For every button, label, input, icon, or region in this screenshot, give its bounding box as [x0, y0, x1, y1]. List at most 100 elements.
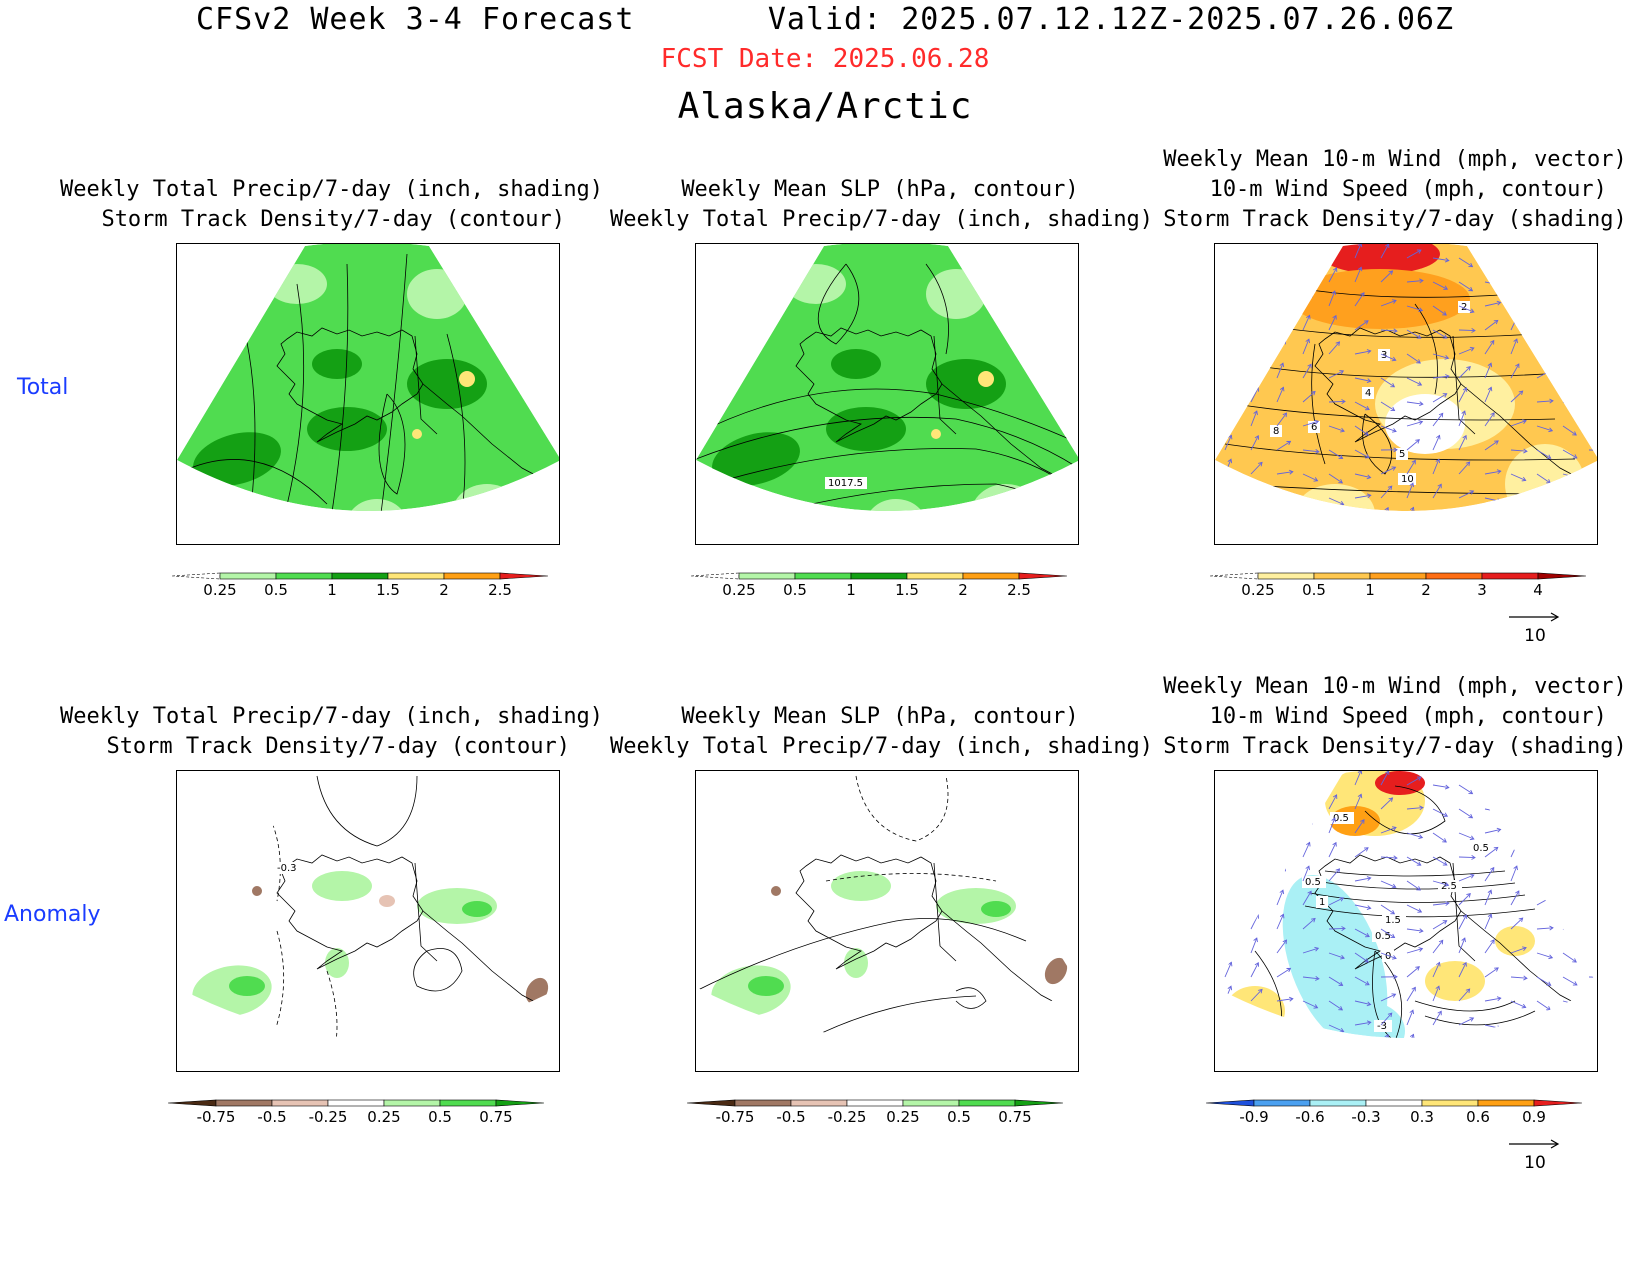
- colorbar-segment: [794, 572, 852, 580]
- wind-vector-head: [1390, 933, 1396, 939]
- wind-vector-head: [1288, 808, 1294, 814]
- wind-vector-head: [1469, 873, 1475, 879]
- wind-vector-head: [1465, 988, 1471, 994]
- wind-vector-head: [1490, 412, 1495, 417]
- wind-vector-head: [1521, 273, 1526, 279]
- contour-label: 5: [1399, 449, 1405, 460]
- wind-vector-head: [1227, 434, 1233, 440]
- wind-vector: [1276, 441, 1291, 451]
- wind-vector-head: [1487, 362, 1493, 368]
- shading-area: [926, 269, 986, 319]
- wind-vector: [1224, 484, 1234, 499]
- wind-vector: [1510, 338, 1518, 355]
- wind-vector: [1458, 874, 1474, 882]
- wind-vector: [1511, 522, 1525, 530]
- wind-vector: [1224, 939, 1235, 954]
- map-sector: [177, 244, 559, 511]
- wind-vector: [1484, 890, 1492, 906]
- wind-vector-head: [1234, 861, 1240, 866]
- wind-vector-head: [1521, 1003, 1527, 1009]
- wind-vector-head: [1288, 827, 1294, 833]
- figure-title: CFSv2 Week 3-4 Forecast Valid: 2025.07.1…: [195, 2, 1455, 37]
- wind-vector-head: [1462, 961, 1467, 967]
- wind-vector-head: [1391, 299, 1397, 304]
- colorbar-label: -0.75: [715, 1108, 755, 1126]
- shading-area: [786, 264, 846, 304]
- wind-vector-head: [1418, 947, 1424, 952]
- wind-vector: [1510, 801, 1526, 810]
- wind-vector-head: [1335, 341, 1341, 346]
- wind-vector: [1302, 497, 1317, 508]
- wind-vector: [1302, 273, 1318, 283]
- wind-vector: [1510, 449, 1527, 452]
- wind-vector-head: [1416, 359, 1421, 364]
- wind-vector-head: [1338, 981, 1344, 986]
- wind-vector-head: [1489, 339, 1495, 345]
- wind-vector: [1354, 952, 1369, 963]
- wind-vector-head: [1338, 479, 1344, 484]
- wind-vector-head: [1549, 398, 1554, 404]
- wind-vector-head: [1331, 290, 1336, 296]
- wind-vector-head: [1357, 793, 1363, 799]
- wind-vector-head: [1234, 919, 1240, 925]
- wind-vector: [1302, 842, 1311, 858]
- wind-vector: [1276, 319, 1290, 331]
- wind-vector: [1536, 473, 1551, 484]
- contour-line: [955, 987, 987, 1009]
- wind-vector: [1484, 914, 1492, 930]
- wind-vector-head: [1253, 410, 1258, 416]
- wind-vector: [1328, 817, 1336, 834]
- wind-vector-head: [1472, 520, 1475, 524]
- contour-label: 0.5: [1333, 813, 1349, 824]
- panel-title-total-slp: Weekly Mean SLP (hPa, contour) Weekly To…: [610, 177, 1154, 232]
- wind-vector-head: [1236, 785, 1242, 790]
- colorbar-label: 0.9: [1522, 1108, 1546, 1126]
- wind-vector: [1302, 976, 1319, 980]
- wind-vector-head: [1549, 925, 1554, 931]
- wind-vector: [1380, 466, 1396, 475]
- vector-reference-label: 10: [1524, 1153, 1546, 1173]
- wind-vector: [1536, 425, 1553, 432]
- wind-vector: [1250, 462, 1263, 475]
- wind-vector: [1328, 842, 1337, 858]
- contour-label: 8: [1273, 426, 1279, 437]
- wind-vector: [1250, 808, 1265, 818]
- panel-title-anom-wind: Weekly Mean 10-m Wind (mph, vector) 10-m…: [1163, 674, 1627, 759]
- coastline: [276, 854, 424, 970]
- wind-vector: [1354, 1000, 1371, 1006]
- wind-vector: [1510, 1000, 1526, 1008]
- wind-vector: [1432, 375, 1449, 379]
- wind-vector-head: [1393, 328, 1398, 334]
- wind-vector-head: [1388, 270, 1394, 275]
- contour-line: [378, 393, 406, 495]
- wind-vector: [1328, 315, 1337, 331]
- wind-vector-head: [1469, 490, 1475, 495]
- wind-vector: [1562, 904, 1579, 909]
- wind-vector: [1354, 473, 1371, 479]
- shading-area: [844, 948, 868, 978]
- wind-vector-head: [1360, 292, 1365, 297]
- wind-vector-head: [1495, 1053, 1499, 1057]
- wind-vector: [1484, 440, 1499, 451]
- wind-vector-head: [1596, 269, 1597, 275]
- shading-area: [971, 484, 1041, 511]
- wind-vector: [1563, 514, 1577, 522]
- wind-vector: [1432, 281, 1448, 290]
- wind-vector-head: [1468, 286, 1474, 292]
- wind-vector: [1250, 305, 1267, 313]
- wind-vector-head: [1307, 890, 1312, 896]
- wind-vector: [1355, 513, 1368, 522]
- contour-label-bg: [1438, 880, 1462, 892]
- wind-vector-head: [1549, 521, 1553, 525]
- colorbar-segment: [327, 1099, 385, 1107]
- contour-line: [1309, 892, 1526, 903]
- colorbar-label: -0.75: [196, 1108, 236, 1126]
- colorbar-label: 0.3: [1410, 1108, 1434, 1126]
- wind-vector: [1302, 865, 1310, 882]
- wind-vector-head: [1285, 846, 1291, 851]
- wind-vector: [1380, 1034, 1389, 1038]
- wind-vector-head: [1571, 846, 1577, 852]
- wind-vector-head: [1258, 988, 1263, 994]
- wind-vector-head: [1366, 1001, 1372, 1007]
- shading-area: [312, 349, 362, 379]
